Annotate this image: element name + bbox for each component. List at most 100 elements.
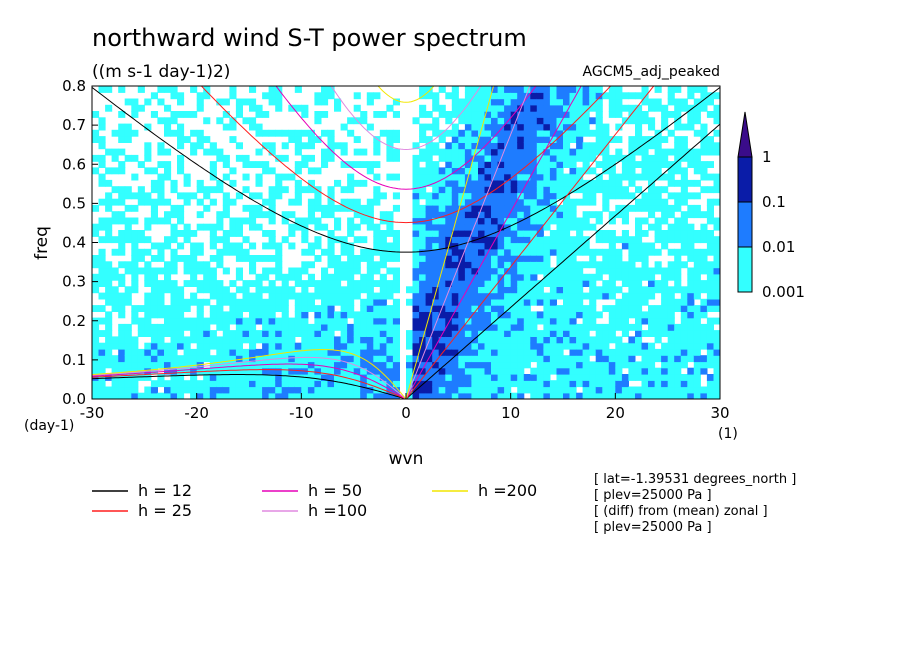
- spectrum-cell: [478, 267, 486, 275]
- spectrum-cell: [170, 386, 178, 394]
- spectrum-cell: [523, 173, 531, 181]
- spectrum-cell: [523, 342, 531, 350]
- spectrum-cell: [576, 92, 584, 100]
- spectrum-cell: [353, 342, 361, 350]
- spectrum-cell: [484, 355, 492, 363]
- spectrum-cell: [301, 292, 309, 300]
- spectrum-cell: [648, 323, 656, 331]
- spectrum-cell: [412, 342, 420, 350]
- spectrum-cell: [196, 348, 204, 356]
- spectrum-cell: [275, 98, 283, 106]
- spectrum-cell: [510, 298, 518, 306]
- spectrum-cell: [497, 242, 505, 250]
- spectrum-cell: [419, 286, 427, 294]
- spectrum-cell: [183, 367, 191, 375]
- spectrum-cell: [464, 317, 472, 325]
- spectrum-cell: [510, 111, 518, 118]
- spectrum-cell: [478, 248, 486, 256]
- spectrum-cell: [249, 223, 257, 231]
- spectrum-cell: [582, 111, 590, 118]
- spectrum-cell: [523, 374, 531, 381]
- spectrum-cell: [334, 342, 342, 350]
- spectrum-cell: [347, 267, 355, 275]
- spectrum-cell: [478, 223, 486, 231]
- spectrum-cell: [491, 211, 499, 219]
- spectrum-cell: [262, 380, 270, 388]
- spectrum-cell: [595, 148, 603, 156]
- spectrum-cell: [543, 92, 551, 100]
- spectrum-cell: [314, 92, 322, 100]
- spectrum-cell: [654, 248, 662, 256]
- spectrum-cell: [464, 292, 472, 300]
- y-tick-label: 0.2: [62, 312, 86, 330]
- spectrum-cell: [700, 311, 708, 319]
- spectrum-cell: [497, 173, 505, 181]
- spectrum-cell: [628, 117, 636, 125]
- spectrum-cell: [131, 248, 139, 256]
- spectrum-cell: [530, 198, 538, 206]
- spectrum-cell: [301, 311, 309, 319]
- spectrum-cell: [563, 261, 571, 269]
- spectrum-cell: [157, 305, 165, 312]
- spectrum-cell: [602, 248, 610, 256]
- spectrum-cell: [249, 317, 257, 325]
- spectrum-cell: [307, 298, 315, 306]
- spectrum-cell: [118, 386, 126, 394]
- spectrum-cell: [190, 261, 198, 269]
- spectrum-cell: [419, 179, 427, 187]
- spectrum-cell: [517, 179, 525, 187]
- spectrum-cell: [92, 323, 100, 331]
- spectrum-cell: [648, 386, 656, 394]
- spectrum-cell: [700, 355, 708, 363]
- spectrum-cell: [157, 286, 165, 294]
- spectrum-cell: [706, 292, 714, 300]
- spectrum-cell: [340, 317, 348, 325]
- spectrum-cell: [275, 380, 283, 388]
- spectrum-cell: [275, 255, 283, 262]
- spectrum-cell: [458, 223, 466, 231]
- spectrum-cell: [478, 179, 486, 187]
- spectrum-cell: [366, 367, 374, 375]
- spectrum-cell: [307, 280, 315, 287]
- spectrum-cell: [190, 330, 198, 337]
- spectrum-cell: [464, 311, 472, 319]
- spectrum-cell: [680, 98, 688, 106]
- spectrum-cell: [164, 261, 172, 269]
- spectrum-cell: [536, 186, 544, 194]
- spectrum-cell: [510, 192, 518, 200]
- spectrum-cell: [464, 348, 472, 356]
- spectrum-cell: [451, 273, 459, 281]
- spectrum-cell: [445, 323, 453, 331]
- spectrum-cell: [556, 248, 564, 256]
- spectrum-cell: [209, 173, 217, 181]
- spectrum-cell: [392, 311, 400, 319]
- spectrum-cell: [170, 380, 178, 388]
- spectrum-cell: [379, 311, 387, 319]
- spectrum-cell: [327, 305, 335, 312]
- spectrum-cell: [484, 311, 492, 319]
- spectrum-cell: [530, 204, 538, 212]
- spectrum-cell: [471, 248, 479, 256]
- spectrum-cell: [334, 236, 342, 244]
- spectrum-cell: [203, 298, 211, 306]
- spectrum-cell: [478, 342, 486, 350]
- spectrum-cell: [563, 267, 571, 275]
- spectrum-cell: [203, 355, 211, 363]
- spectrum-cell: [674, 123, 682, 131]
- spectrum-cell: [471, 204, 479, 212]
- spectrum-cell: [523, 148, 531, 156]
- spectrum-cell: [635, 217, 643, 225]
- spectrum-cell: [445, 380, 453, 388]
- spectrum-cell: [164, 242, 172, 250]
- spectrum-cell: [451, 305, 459, 312]
- spectrum-cell: [144, 123, 152, 131]
- spectrum-cell: [451, 298, 459, 306]
- spectrum-cell: [706, 230, 714, 237]
- spectrum-cell: [517, 292, 525, 300]
- spectrum-cell: [321, 392, 329, 399]
- spectrum-cell: [648, 273, 656, 281]
- spectrum-cell: [549, 204, 557, 212]
- spectrum-cell: [164, 392, 172, 399]
- spectrum-cell: [216, 342, 224, 350]
- spectrum-cell: [445, 186, 453, 194]
